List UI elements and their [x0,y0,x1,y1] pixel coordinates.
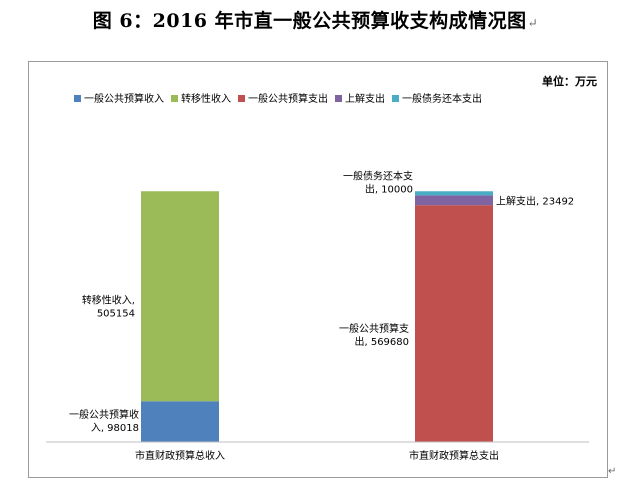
category-tick-label: 市直财政预算总收入 [135,449,225,462]
data-label: 一般公共预算支 [339,322,409,335]
legend-swatch-- [392,95,399,102]
figure-title: 图 6：2016 年市直一般公共预算收支构成情况图↵ [0,6,631,33]
legend-label: 一般债务还本支出 [402,92,482,105]
legend-label: 上解支出 [345,92,385,105]
figure-title-text: 图 6：2016 年市直一般公共预算收支构成情况图 [92,10,527,32]
paragraph-mark-icon: ↵ [527,16,539,30]
data-label: 上解支出, 23492 [496,194,574,207]
legend-swatch-- [335,95,342,102]
bar-segment-- [415,191,493,196]
bar-segment-- [415,195,493,206]
legend-swatch-- [238,95,245,102]
unit-label: 单位：万元 [542,74,597,88]
data-label: 一般公共预算收 [69,408,139,421]
legend-swatch-- [74,95,81,102]
legend-label: 一般公共预算收入 [84,92,164,105]
data-label: 出, 10000 [365,182,413,195]
legend-label: 一般公共预算支出 [248,92,328,105]
data-label: 505154 [97,308,135,319]
bar-segment-- [141,191,219,402]
category-tick-label: 市直财政预算总支出 [409,449,499,462]
bar-segment-- [141,401,219,442]
end-paragraph-mark-icon: ↵ [608,466,617,477]
legend-label: 转移性收入 [181,92,231,105]
bar-segment-- [415,205,493,442]
legend-swatch-- [171,95,178,102]
chart-frame: 单位：万元一般公共预算收入 转移性收入 一般公共预算支出 上解支出 一般债务还本支出市直… [28,61,608,478]
data-label: 一般债务还本支 [343,169,413,182]
data-label: 出, 569680 [354,335,409,348]
data-label: 转移性收入, [82,293,135,306]
data-label: 入, 98018 [91,423,139,434]
